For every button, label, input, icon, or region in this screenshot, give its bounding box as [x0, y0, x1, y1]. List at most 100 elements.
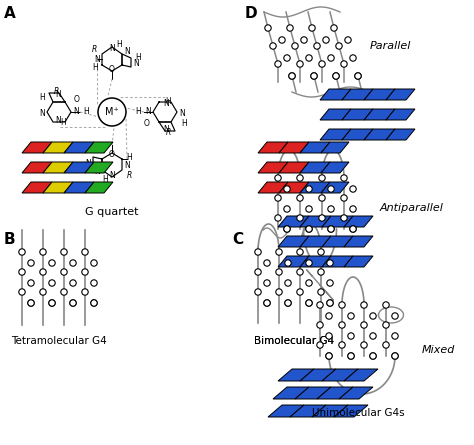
Circle shape [255, 249, 261, 255]
Text: O: O [109, 65, 115, 74]
Polygon shape [300, 216, 331, 227]
Polygon shape [85, 142, 113, 153]
Text: A: A [4, 6, 16, 21]
Text: N: N [179, 109, 185, 117]
Circle shape [70, 260, 76, 266]
Polygon shape [258, 182, 288, 193]
Circle shape [292, 43, 298, 49]
Text: N: N [163, 99, 169, 108]
Circle shape [19, 269, 25, 275]
Circle shape [285, 280, 291, 286]
Polygon shape [320, 89, 351, 100]
Polygon shape [320, 109, 351, 120]
Polygon shape [300, 182, 330, 193]
Circle shape [348, 353, 354, 359]
Circle shape [297, 249, 303, 255]
Circle shape [323, 37, 329, 43]
Circle shape [370, 353, 376, 359]
Circle shape [284, 226, 290, 232]
Circle shape [264, 280, 270, 286]
Polygon shape [300, 236, 331, 247]
Circle shape [331, 25, 337, 31]
Polygon shape [279, 182, 309, 193]
Polygon shape [322, 369, 358, 381]
Polygon shape [300, 142, 330, 153]
Circle shape [326, 313, 332, 319]
Circle shape [82, 269, 88, 275]
Polygon shape [22, 162, 52, 173]
Polygon shape [279, 142, 309, 153]
Circle shape [49, 260, 55, 266]
Circle shape [350, 186, 356, 192]
Circle shape [333, 73, 339, 79]
Text: N: N [55, 116, 61, 125]
Text: N: N [94, 167, 100, 177]
Circle shape [82, 289, 88, 295]
Polygon shape [322, 216, 353, 227]
Circle shape [297, 215, 303, 221]
Circle shape [328, 226, 334, 232]
Circle shape [306, 260, 312, 266]
Circle shape [309, 25, 315, 31]
Circle shape [355, 73, 361, 79]
Circle shape [297, 289, 303, 295]
Circle shape [91, 280, 97, 286]
Circle shape [284, 226, 290, 232]
Text: N: N [109, 171, 115, 180]
Polygon shape [64, 182, 94, 193]
Polygon shape [85, 182, 113, 193]
Circle shape [276, 249, 282, 255]
Circle shape [339, 302, 345, 308]
Polygon shape [258, 162, 288, 173]
Circle shape [317, 322, 323, 328]
Circle shape [328, 226, 334, 232]
Polygon shape [278, 236, 309, 247]
Circle shape [350, 226, 356, 232]
Polygon shape [300, 256, 331, 267]
Circle shape [61, 249, 67, 255]
Circle shape [326, 353, 332, 359]
Text: N: N [163, 125, 169, 134]
Polygon shape [295, 387, 331, 399]
Polygon shape [22, 142, 52, 153]
Polygon shape [321, 162, 349, 173]
Circle shape [306, 55, 312, 61]
Circle shape [314, 43, 320, 49]
Circle shape [339, 322, 345, 328]
Text: Antiparallel: Antiparallel [380, 203, 444, 213]
Text: Bimolecular G4: Bimolecular G4 [255, 336, 335, 346]
Circle shape [370, 353, 376, 359]
Text: Bimolecular G4: Bimolecular G4 [255, 336, 335, 346]
Polygon shape [300, 162, 330, 173]
Circle shape [275, 215, 281, 221]
Polygon shape [320, 129, 351, 140]
Text: G quartet: G quartet [85, 207, 139, 217]
Circle shape [270, 43, 276, 49]
Circle shape [311, 73, 317, 79]
Text: Unimolecular G4s: Unimolecular G4s [312, 408, 404, 418]
Polygon shape [43, 142, 73, 153]
Circle shape [49, 300, 55, 306]
Polygon shape [344, 256, 373, 267]
Polygon shape [364, 89, 395, 100]
Circle shape [306, 186, 312, 192]
Text: N: N [94, 54, 100, 64]
Circle shape [284, 186, 290, 192]
Polygon shape [317, 387, 353, 399]
Circle shape [70, 300, 76, 306]
Circle shape [350, 206, 356, 212]
Text: R: R [54, 87, 59, 96]
Circle shape [28, 300, 34, 306]
Text: H: H [165, 97, 171, 106]
Polygon shape [344, 236, 373, 247]
Polygon shape [43, 182, 73, 193]
Circle shape [318, 269, 324, 275]
Circle shape [255, 289, 261, 295]
Circle shape [19, 249, 25, 255]
Text: O: O [74, 96, 80, 105]
Text: O: O [144, 120, 150, 129]
Polygon shape [339, 387, 373, 399]
Polygon shape [64, 142, 94, 153]
Circle shape [341, 175, 347, 181]
Circle shape [327, 280, 333, 286]
